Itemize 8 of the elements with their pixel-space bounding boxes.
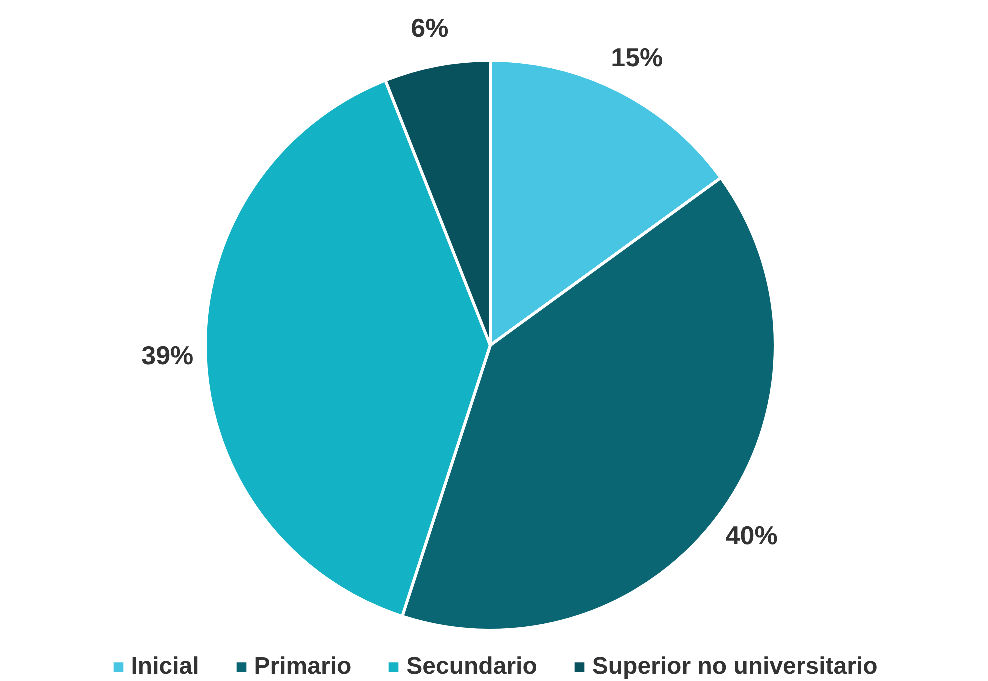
data-label: 40% <box>726 520 778 550</box>
legend-label: Primario <box>254 653 352 681</box>
data-label: 6% <box>411 13 449 44</box>
data-label: 15% <box>611 42 664 73</box>
legend-label: Secundario <box>406 653 538 681</box>
legend-label: Inicial <box>131 653 200 681</box>
legend-label: Superior no universitario <box>592 653 878 681</box>
data-label: 39% <box>142 340 194 371</box>
